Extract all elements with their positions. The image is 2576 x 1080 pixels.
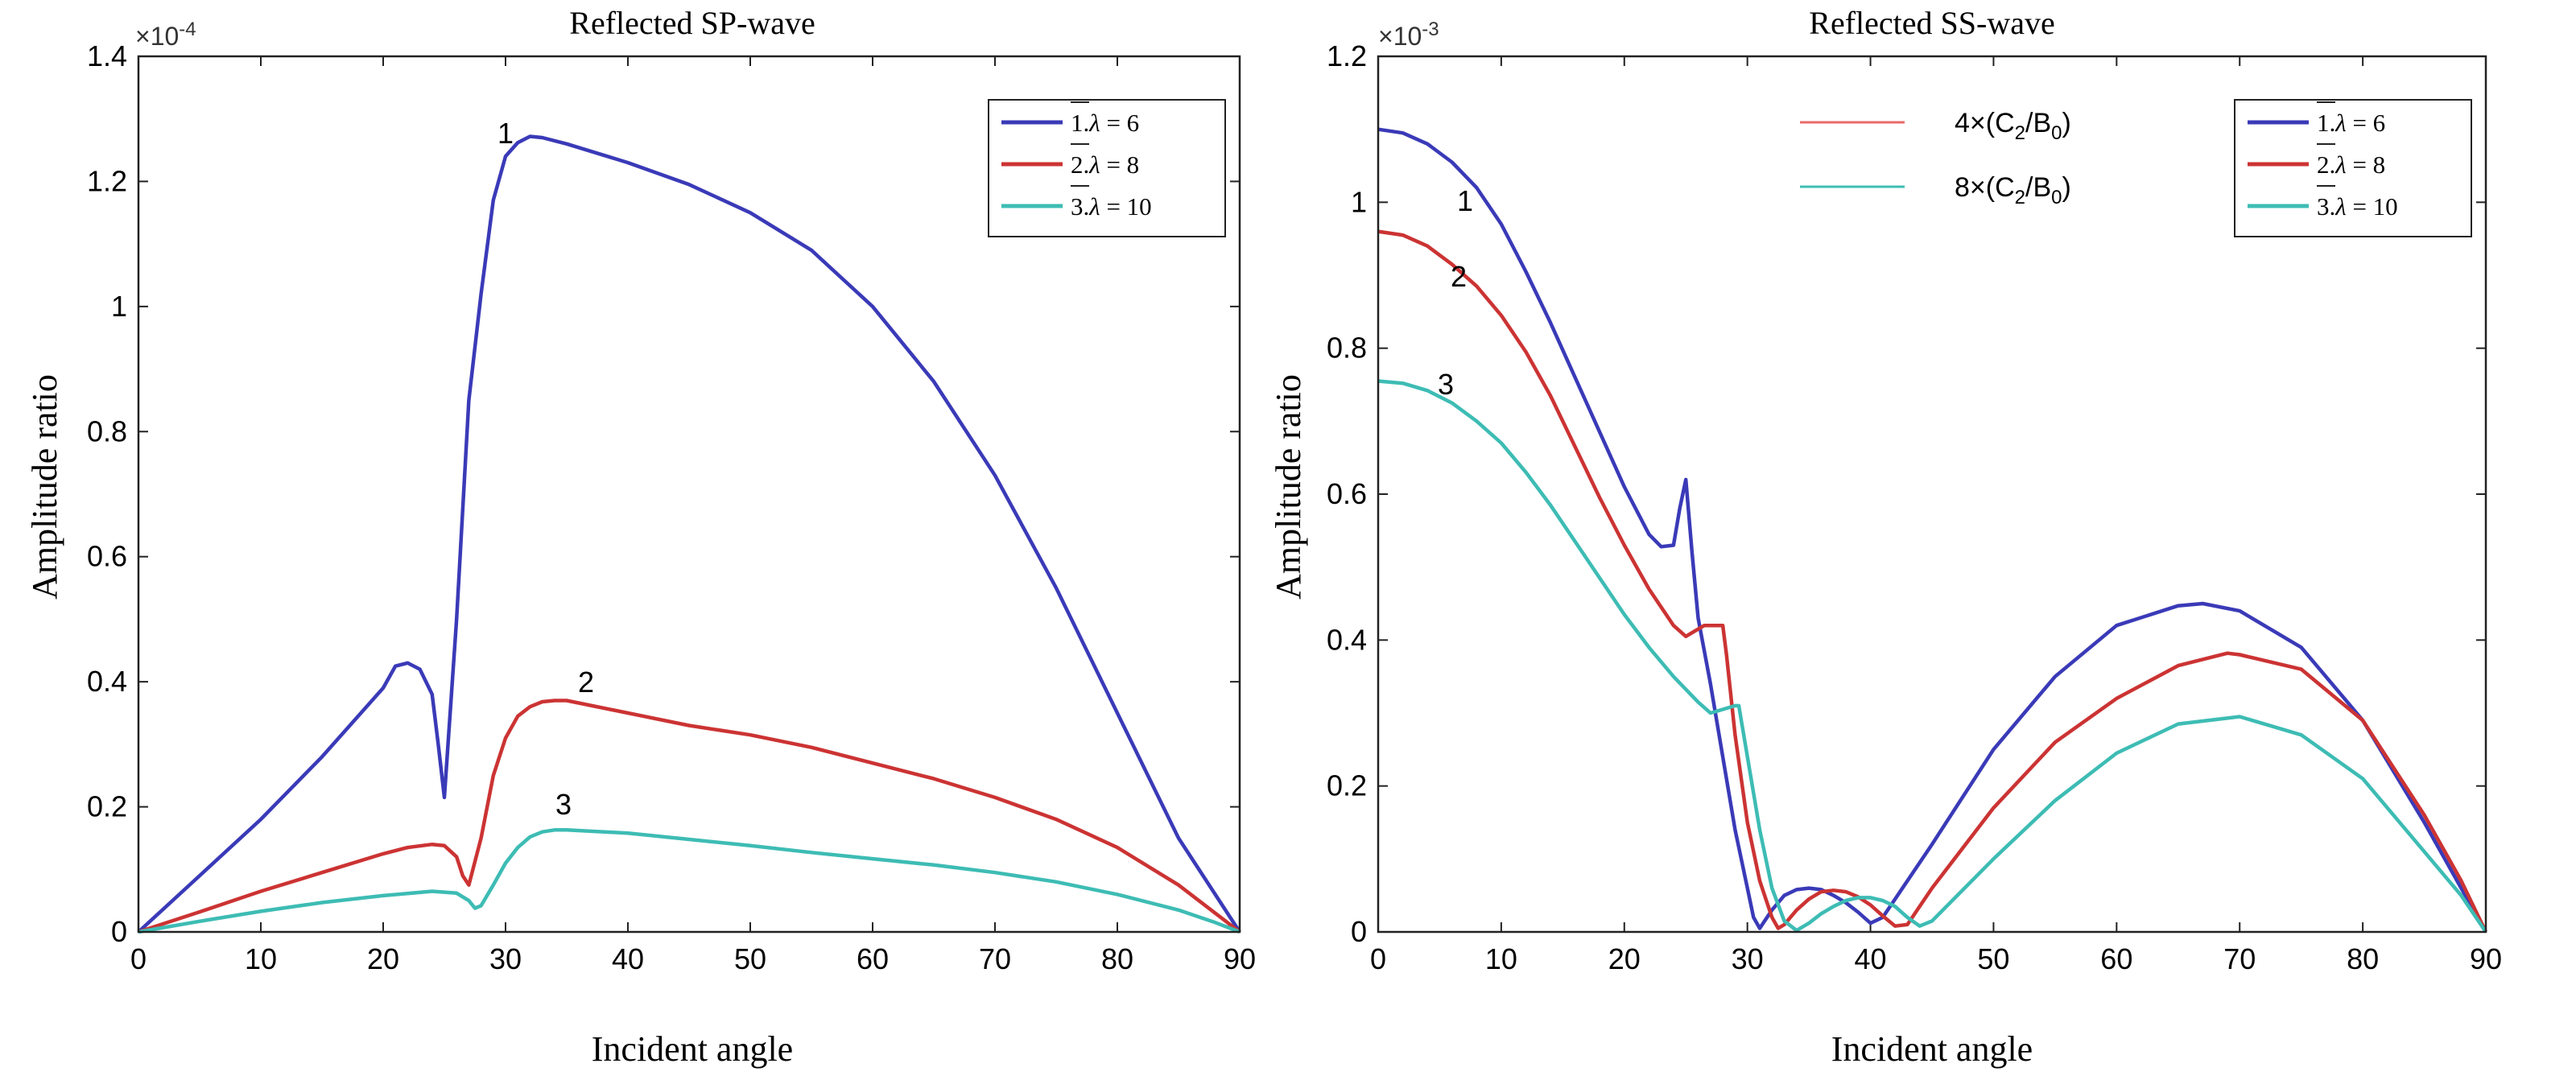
y-axis-label-left: Amplitude ratio xyxy=(25,374,64,600)
legend-entry-3-right: 3.λ = 10 xyxy=(2317,192,2398,221)
left-chart: Reflected SP-wave ×10-4 Amplitude ratio … xyxy=(25,5,1256,1069)
series-line-2-right xyxy=(1377,229,2488,933)
y-tick-label: 0.8 xyxy=(1327,332,1367,365)
series-line-2-left xyxy=(138,699,1241,934)
y-tick-label: 0.6 xyxy=(1327,477,1367,510)
y-tick-label: 0.4 xyxy=(87,665,127,698)
x-tick-label: 10 xyxy=(245,942,277,975)
y-tick-label: 0 xyxy=(111,915,127,948)
x-tick-label: 80 xyxy=(1101,942,1133,975)
x-axis-label-right: Incident angle xyxy=(1831,1029,2033,1069)
legend-left: 1.λ = 6 2.λ = 8 3.λ = 10 xyxy=(988,99,1226,237)
plot-frame-right xyxy=(1377,55,2487,934)
x-tick-label: 60 xyxy=(2100,942,2132,975)
curve-label-1-left: 1 xyxy=(497,117,514,150)
x-tick-label: 60 xyxy=(857,942,889,975)
exponent-label-left: ×10-4 xyxy=(135,19,196,51)
x-axis-label-left: Incident angle xyxy=(592,1029,793,1069)
legend-right: 1.λ = 6 2.λ = 8 3.λ = 10 xyxy=(2234,99,2472,237)
series-line-1-left xyxy=(137,134,1241,934)
annotation-entry-1: 4×(C2/B0) xyxy=(1955,108,2071,144)
x-tick-label: 20 xyxy=(367,942,399,975)
y-tick-label: 0.2 xyxy=(87,790,127,823)
exponent-label-right: ×10-3 xyxy=(1378,19,1439,51)
annotation-legend: 4×(C2/B0) 8×(C2/B0) xyxy=(1800,108,2071,208)
x-tick-label: 0 xyxy=(1370,942,1386,975)
curve-label-3-left: 3 xyxy=(555,788,572,821)
x-tick-label: 90 xyxy=(2470,942,2502,975)
series-line-1-right xyxy=(1377,127,2487,934)
x-tick-label: 90 xyxy=(1224,942,1256,975)
legend-entry-3: 3.λ = 10 xyxy=(1071,192,1152,221)
y-tick-label: 0 xyxy=(1351,915,1367,948)
series-line-3-right xyxy=(1377,379,2487,934)
legend-entry-2-right: 2.λ = 8 xyxy=(2317,150,2385,179)
right-chart: Reflected SS-wave ×10-3 Amplitude ratio … xyxy=(1269,5,2502,1069)
legend-entry-1-right: 1.λ = 6 xyxy=(2317,109,2385,137)
legend-entry-2: 2.λ = 8 xyxy=(1071,150,1139,179)
chart-title-left: Reflected SP-wave xyxy=(569,5,815,41)
x-tick-label: 50 xyxy=(1977,942,2009,975)
y-tick-label: 0.8 xyxy=(87,414,127,447)
plot-frame-left xyxy=(137,55,1241,934)
x-tick-label: 20 xyxy=(1608,942,1641,975)
y-tick-label: 0.4 xyxy=(1327,623,1367,656)
curve-label-1-right: 1 xyxy=(1457,184,1473,217)
curve-label-3-right: 3 xyxy=(1438,368,1454,401)
y-tick-label: 1.4 xyxy=(87,39,127,72)
y-tick-label: 1.2 xyxy=(87,164,127,197)
y-axis-label-right: Amplitude ratio xyxy=(1269,374,1308,600)
chart-title-right: Reflected SS-wave xyxy=(1809,5,2054,41)
x-tick-label: 30 xyxy=(1732,942,1764,975)
x-tick-label: 40 xyxy=(1855,942,1887,975)
x-tick-label: 70 xyxy=(2223,942,2256,975)
curve-label-2-left: 2 xyxy=(578,666,594,699)
x-tick-label: 70 xyxy=(979,942,1011,975)
annotation-entry-2: 8×(C2/B0) xyxy=(1955,172,2071,208)
y-tick-label: 1 xyxy=(111,290,127,323)
y-tick-label: 1 xyxy=(1351,185,1367,218)
curve-label-2-right: 2 xyxy=(1451,260,1467,293)
x-tick-label: 30 xyxy=(489,942,522,975)
x-tick-label: 50 xyxy=(734,942,766,975)
x-tick-label: 80 xyxy=(2347,942,2379,975)
y-tick-label: 1.2 xyxy=(1327,39,1367,72)
x-tick-label: 10 xyxy=(1485,942,1517,975)
series-line-3-left xyxy=(138,828,1241,934)
x-tick-label: 40 xyxy=(612,942,644,975)
x-tick-label: 0 xyxy=(130,942,147,975)
legend-entry-1: 1.λ = 6 xyxy=(1071,109,1139,137)
y-tick-label: 0.6 xyxy=(87,540,127,573)
y-tick-label: 0.2 xyxy=(1327,769,1367,802)
